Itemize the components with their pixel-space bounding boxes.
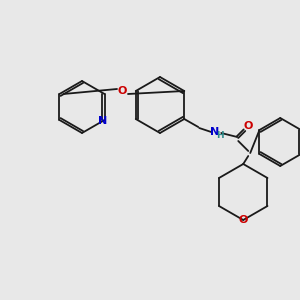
Text: N: N <box>210 127 219 137</box>
Text: O: O <box>117 86 127 96</box>
Text: O: O <box>238 215 248 225</box>
Text: H: H <box>216 130 224 140</box>
Text: O: O <box>244 121 253 131</box>
Text: N: N <box>98 116 107 126</box>
